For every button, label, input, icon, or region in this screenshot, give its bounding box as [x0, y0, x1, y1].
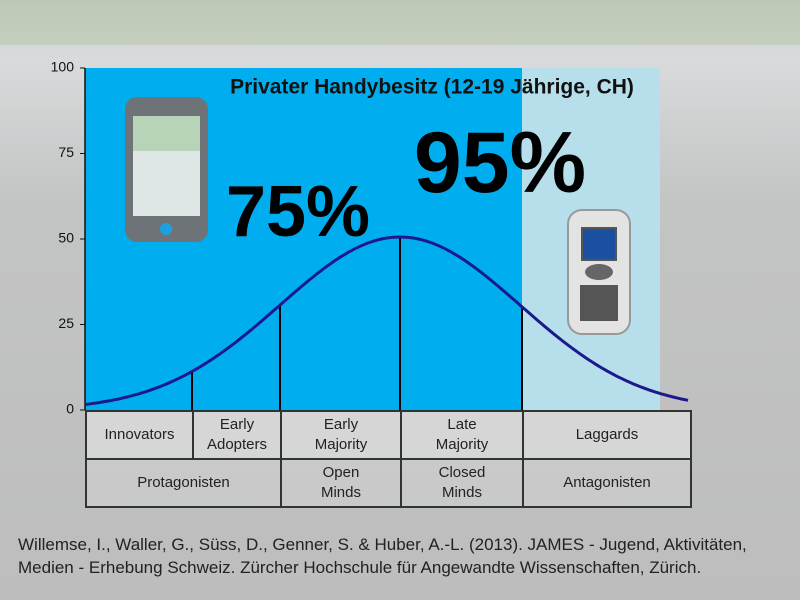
cell-text: Adopters [206, 436, 268, 453]
table-cell: Innovators [85, 410, 194, 460]
table-cell: Open Minds [280, 458, 402, 508]
citation: Willemse, I., Waller, G., Süss, D., Genn… [18, 535, 747, 554]
chart-title: Privater Handybesitz (12-19 Jährige, CH) [230, 76, 634, 99]
table-cell: Protagonisten [85, 458, 282, 508]
table-cell: Late Majority [400, 410, 524, 460]
cell-text: Late [447, 416, 477, 433]
cell-text: Minds [441, 484, 482, 501]
annotation: 95% [414, 115, 586, 211]
table-cell: Laggards [522, 410, 692, 460]
bell-curve [84, 235, 689, 406]
y-tick-label: 25 [58, 315, 74, 331]
citation: Medien - Erhebung Schweiz. Zürcher Hochs… [18, 558, 702, 577]
table-cell: Antagonisten [522, 458, 692, 508]
smartphone-icon [125, 97, 208, 242]
table-cell: Closed Minds [400, 458, 524, 508]
y-tick-label: 0 [66, 401, 74, 417]
window-background [0, 0, 800, 45]
cell-text: Early [219, 416, 255, 433]
feature-phone-icon [567, 209, 631, 335]
cell-text: Protagonisten [137, 474, 230, 491]
y-tick-label: 75 [58, 144, 74, 160]
table-cell: Early Majority [280, 410, 402, 460]
y-tick-label: 100 [51, 59, 75, 75]
cell-text: Early [323, 416, 359, 433]
cell-text: Laggards [575, 426, 639, 443]
cell-text: Majority [435, 436, 489, 453]
cell-text: Closed [438, 464, 486, 481]
table-cell: Early Adopters [192, 410, 282, 460]
y-tick-label: 50 [58, 230, 74, 246]
cell-text: Open [322, 464, 360, 481]
annotation: 75% [226, 172, 370, 252]
cell-text: Innovators [104, 426, 175, 443]
cell-text: Minds [320, 484, 361, 501]
cell-text: Majority [314, 436, 368, 453]
cell-text: Antagonisten [563, 474, 651, 491]
